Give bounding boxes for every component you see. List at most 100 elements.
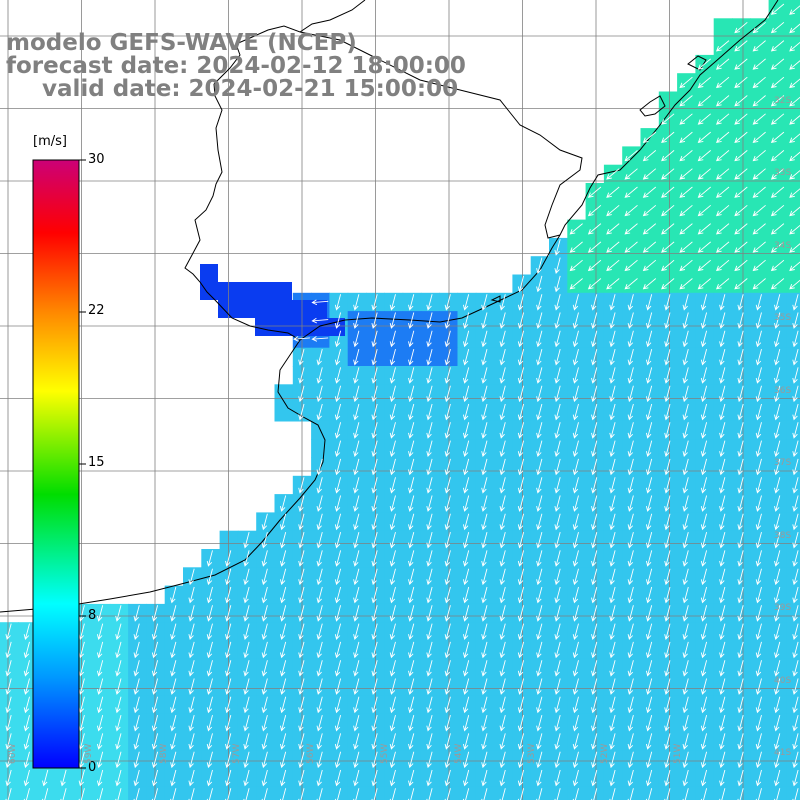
wind-arrow [353,623,360,641]
wind-arrow [770,131,785,144]
wind-arrow [645,605,653,622]
wind-arrow [554,367,561,384]
wind-arrow [334,403,342,421]
wind-arrow [792,678,799,695]
wind-arrow [792,733,799,750]
wind-arrow [774,605,781,622]
wind-arrow [371,696,378,714]
wind-arrow [642,131,657,144]
wind-arrow [719,550,726,567]
wind-arrow [408,641,415,659]
wind-arrow [770,168,785,180]
wind-arrow [536,257,543,275]
wind-arrow [371,733,378,750]
wind-arrow [774,714,781,732]
wind-arrow [261,788,268,800]
wind-arrow [645,678,653,695]
wind-arrow [609,605,616,622]
wind-arrow [664,385,671,403]
wind-arrow [664,531,671,549]
wind-arrow [624,150,638,162]
wind-arrow [23,696,30,714]
wind-arrow [389,714,396,732]
wind-arrow [536,641,543,659]
wind-speed-cell [713,18,733,38]
wind-arrow [298,751,305,769]
wind-arrow [737,348,744,366]
wind-arrow [481,696,488,714]
wind-arrow [426,330,433,348]
wind-arrow [591,605,598,622]
wind-arrow [170,696,177,714]
wind-arrow [42,769,49,787]
wind-arrow [719,477,726,494]
lat-label: 36S [774,386,792,396]
wind-arrow [789,115,800,125]
wind-arrow [645,495,653,512]
wind-arrow [591,660,598,677]
wind-arrow [734,21,748,34]
wind-arrow [334,605,342,622]
wind-arrow [609,568,616,586]
wind-arrow [225,733,232,750]
wind-arrow [371,714,378,732]
wind-arrow [408,714,415,732]
wind-arrow [734,150,748,162]
wind-arrow [700,385,708,403]
wind-arrow [700,788,708,800]
wind-arrow [170,769,177,787]
wind-arrow [499,312,506,329]
wind-arrow [679,204,693,217]
wind-arrow [679,168,693,180]
wind-arrow [316,550,323,567]
wind-arrow [517,623,525,641]
wind-arrow [645,385,653,403]
wind-arrow [591,330,598,348]
wind-arrow [444,550,451,567]
wind-arrow [587,204,602,217]
wind-arrow [188,751,195,769]
wind-arrow [225,678,232,695]
wind-arrow [770,150,785,162]
wind-arrow [770,278,785,290]
wind-arrow [517,641,525,659]
wind-speed-cell [786,146,800,166]
wind-arrow [444,477,451,494]
wind-arrow [261,696,268,714]
wind-speed-cell [786,183,800,202]
wind-arrow [353,458,360,476]
wind-arrow [279,568,287,586]
wind-arrow [316,385,323,403]
wind-arrow [499,403,506,421]
wind-arrow [569,241,583,253]
wind-speed-cell [786,256,800,276]
wind-arrow [682,403,689,421]
wind-arrow [554,422,561,439]
wind-arrow [170,641,177,659]
wind-arrow [23,641,30,659]
wind-arrow [774,788,781,800]
wind-arrow [664,605,671,622]
wind-arrow [334,641,342,659]
wind-arrow [682,550,689,567]
wind-arrow [587,186,602,198]
wind-arrow [5,733,12,750]
wind-arrow [462,696,470,714]
wind-arrow [426,312,433,329]
wind-arrow [225,605,232,622]
wind-arrow [591,696,598,714]
wind-arrow [609,440,616,458]
wind-arrow [664,330,671,348]
wind-arrow [624,186,638,198]
wind-arrow [645,440,653,458]
wind-arrow [353,330,360,348]
wind-arrow [311,336,329,342]
wind-arrow [23,751,30,769]
wind-arrow [334,531,342,549]
wind-arrow [334,458,342,476]
wind-arrow [353,769,360,787]
wind-arrow [316,769,323,787]
wind-arrow [664,733,671,750]
lat-label: 32S [774,96,792,106]
wind-arrow [572,458,579,476]
